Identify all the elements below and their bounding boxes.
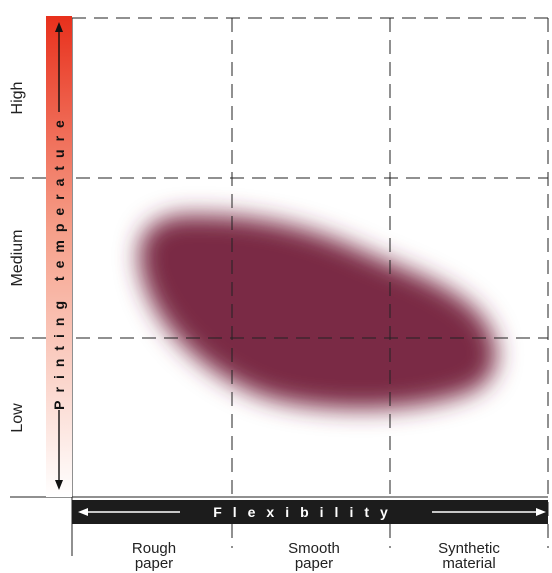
up-arrow-icon — [55, 22, 63, 32]
x-category-line2: material — [442, 555, 496, 572]
x-category-line1: Rough — [131, 540, 177, 557]
y-axis-title: Printing temperature — [51, 112, 67, 410]
y-level-low: Low — [9, 403, 26, 433]
left-arrow-icon — [78, 508, 88, 516]
x-axis-title: Flexibility — [213, 504, 399, 520]
x-category-synthetic-material: Synthetic material — [409, 541, 529, 571]
y-level-medium: Medium — [9, 229, 26, 287]
application-region — [139, 214, 497, 409]
grid — [10, 17, 549, 548]
right-arrow-icon — [536, 508, 546, 516]
x-category-line1: Synthetic — [438, 540, 500, 557]
x-category-smooth-paper: Smooth paper — [254, 541, 374, 571]
down-arrow-icon — [55, 480, 63, 490]
y-level-high: High — [9, 81, 26, 115]
x-category-line2: paper — [294, 555, 334, 572]
x-category-rough-paper: Rough paper — [94, 541, 214, 571]
x-category-line2: paper — [134, 555, 174, 572]
x-category-line1: Smooth — [288, 540, 340, 557]
